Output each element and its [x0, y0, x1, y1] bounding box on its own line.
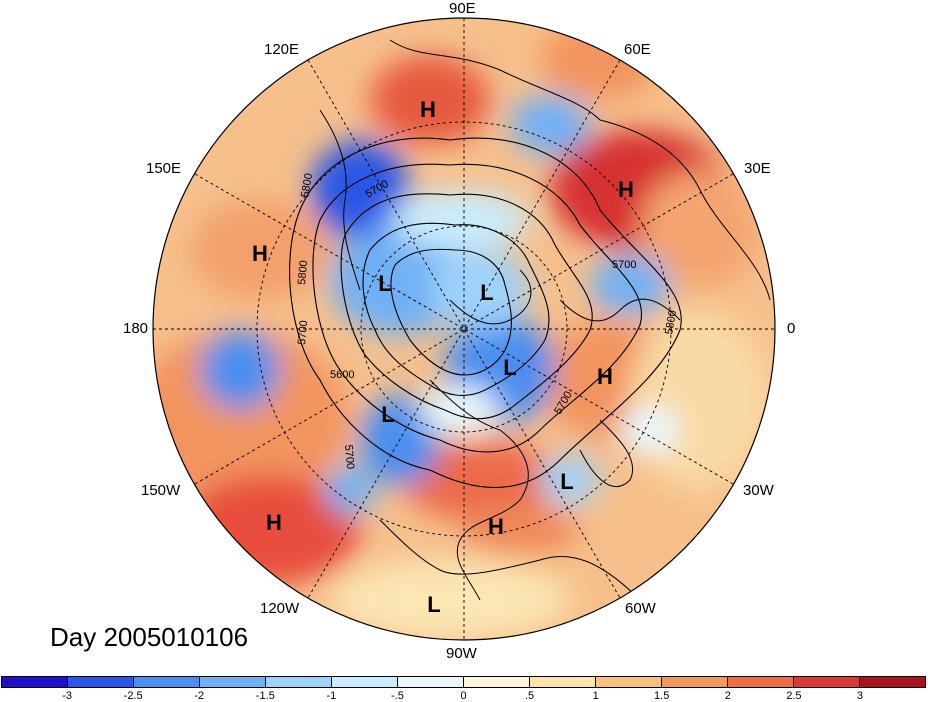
- colorbar-tick-label: 0: [460, 690, 467, 702]
- colorbar-segment: [596, 677, 662, 687]
- lon-label-150w: 150W: [141, 482, 181, 499]
- lon-label-60e: 60E: [624, 41, 651, 58]
- colorbar-segment: [662, 677, 728, 687]
- colorbar-segment: [266, 677, 332, 687]
- colorbar-tick-label: 2.5: [786, 690, 802, 702]
- lon-label-60w: 60W: [625, 600, 656, 617]
- lon-label-90e: 90E: [449, 0, 476, 17]
- colorbar-segment: [2, 677, 68, 687]
- lon-label-30e: 30E: [744, 160, 771, 177]
- lon-label-0: 0: [787, 320, 796, 337]
- lon-label-120w: 120W: [260, 600, 300, 617]
- low-center: L: [378, 271, 391, 296]
- colorbar-segment: [68, 677, 134, 687]
- colorbar-tick-label: -1.5: [255, 690, 275, 702]
- contour-label: 5600: [330, 369, 354, 381]
- colorbar-tick-label: -1: [326, 690, 337, 702]
- pressure-centers: H H H L L L H L L H L H: [252, 97, 634, 617]
- colorbar-tick-label: 1.5: [654, 690, 670, 702]
- high-center: H: [488, 514, 504, 539]
- colorbar-tick-label: -3: [62, 690, 72, 702]
- colorbar-tick-label: 1: [592, 690, 599, 702]
- low-center: L: [560, 469, 573, 494]
- contour-label: 5700: [612, 259, 636, 271]
- colorbar-segment: [530, 677, 596, 687]
- colorbar-segment: [464, 677, 530, 687]
- colorbar-segment: [728, 677, 794, 687]
- height-contours: [289, 137, 682, 488]
- low-center: L: [381, 402, 394, 427]
- colorbar-segment: [134, 677, 200, 687]
- low-center: L: [427, 592, 440, 617]
- colorbar-segment: [332, 677, 398, 687]
- lon-label-180: 180: [123, 320, 149, 337]
- high-center: H: [252, 241, 268, 266]
- colorbar-tick-label: 3: [856, 690, 863, 702]
- low-center: L: [480, 280, 493, 305]
- lon-label-150e: 150E: [146, 160, 182, 177]
- contour-label: 5700: [342, 444, 356, 469]
- high-center: H: [597, 364, 613, 389]
- colorbar-tick-label: -2.5: [123, 690, 143, 702]
- colorbar-segment: [860, 677, 925, 687]
- colorbar-segment: [794, 677, 860, 687]
- low-center: L: [503, 355, 516, 380]
- colorbar-segment: [398, 677, 464, 687]
- colorbar-tick-label: -2: [194, 690, 205, 702]
- high-center: H: [618, 177, 634, 202]
- contour-label: 5800: [296, 260, 310, 285]
- contour-label: 5800: [663, 309, 679, 335]
- colorbar-tick-label: -.5: [391, 690, 404, 702]
- lon-label-120e: 120E: [264, 41, 300, 58]
- colorbar-tick-label: .5: [524, 690, 535, 702]
- high-center: H: [420, 97, 436, 122]
- colorbar-segment: [200, 677, 266, 687]
- contour-label: 5800: [299, 172, 315, 198]
- high-center: H: [266, 510, 282, 535]
- colorbar: [1, 676, 926, 688]
- graticule: [153, 18, 775, 640]
- coastlines: [319, 39, 771, 601]
- contour-label: 5700: [296, 320, 310, 345]
- colorbar-tick-label: 2: [724, 690, 731, 702]
- map-border: [152, 17, 776, 641]
- day-title: Day 2005010106: [50, 622, 249, 652]
- lon-label-90w: 90W: [446, 645, 477, 662]
- lon-label-30w: 30W: [743, 482, 774, 499]
